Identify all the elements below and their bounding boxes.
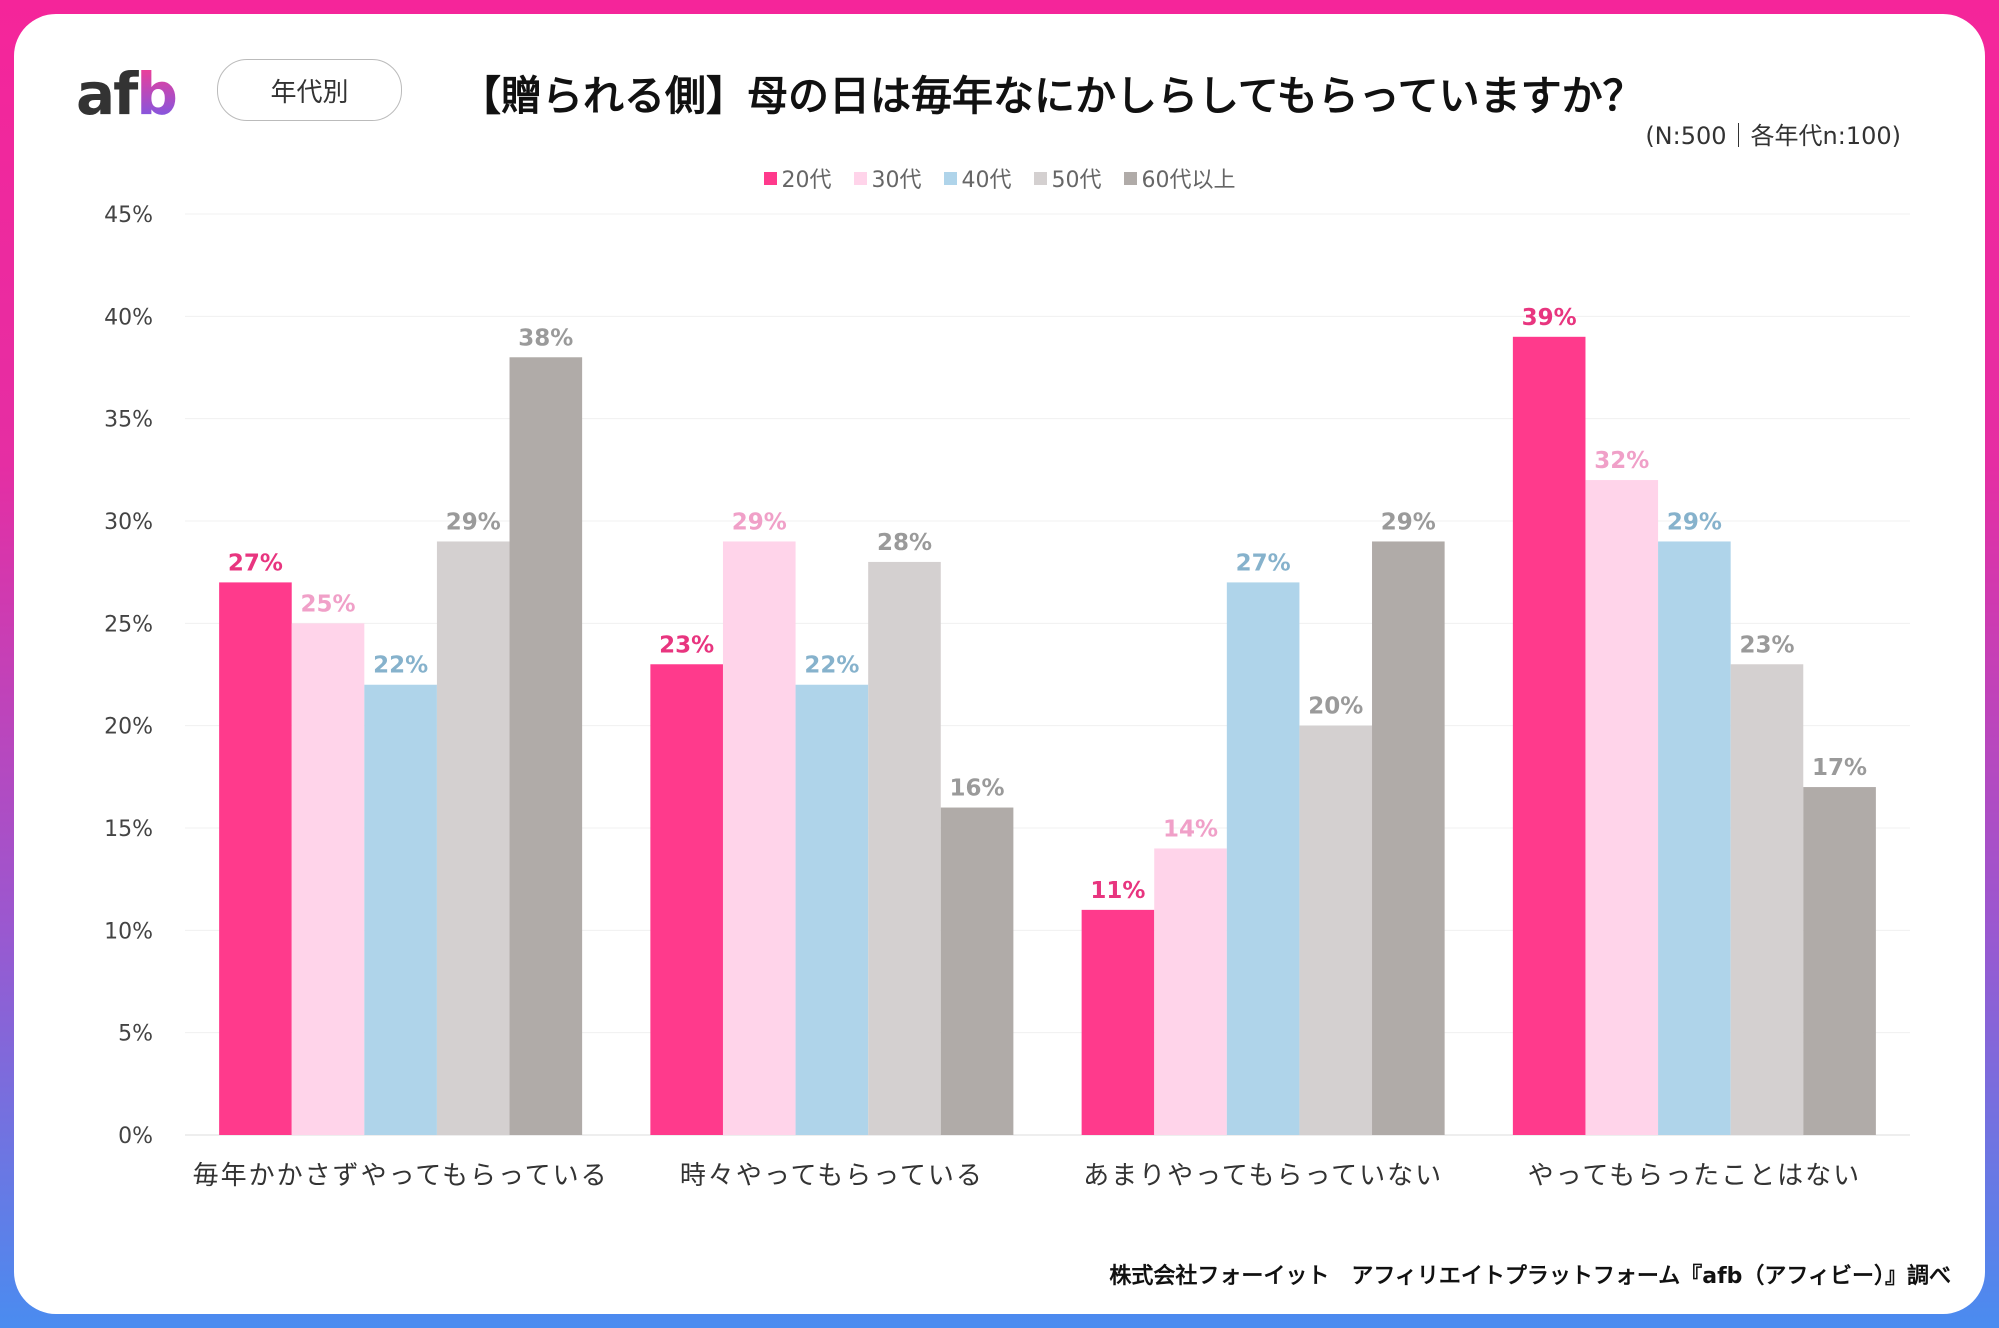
bar [509,357,583,1135]
legend: 20代 30代 40代 50代 60代以上 [0,162,1999,194]
bar [1658,541,1731,1135]
bar [722,541,796,1135]
legend-label: 50代 [1051,168,1102,193]
bar [1512,336,1586,1135]
legend-swatch [853,171,867,185]
y-tick-label: 20% [104,715,153,740]
y-tick-label: 0% [118,1124,153,1149]
y-tick-label: 5% [118,1022,153,1047]
data-label: 29% [1381,509,1436,535]
y-tick-label: 40% [104,305,153,330]
data-label: 39% [1522,305,1577,331]
afb-logo: afb [76,60,178,128]
y-tick-label: 45% [104,203,153,228]
data-label: 29% [732,509,787,535]
data-label: 29% [446,509,501,535]
data-label: 25% [300,591,355,617]
sample-note: (N:500｜各年代n:100) [1645,122,1901,150]
legend-item: 30代 [853,162,922,194]
data-label: 28% [877,530,932,556]
data-label: 14% [1163,816,1218,842]
y-tick-label: 30% [104,510,153,535]
bar [650,664,723,1135]
chart-title: 【贈られる側】母の日は毎年なにかしらしてもらっていますか？ [460,72,1644,120]
y-tick-label: 35% [104,408,153,433]
bar [291,623,365,1135]
bar [219,582,292,1135]
y-tick-label: 10% [104,919,153,944]
bar [1803,787,1876,1135]
bar [436,541,510,1135]
data-label: 23% [659,632,714,658]
legend-label: 30代 [871,168,922,193]
data-label: 38% [518,325,573,351]
data-label: 22% [804,653,859,679]
legend-label: 60代以上 [1141,168,1236,193]
bar [1372,541,1445,1135]
legend-label: 40代 [961,168,1012,193]
bar [868,561,941,1135]
data-label: 16% [950,776,1005,802]
legend-label: 20代 [781,168,832,193]
source-note: 株式会社フォーイット アフィリエイトプラットフォーム『afb（アフィビー）』調べ [1109,1264,1951,1289]
bar [795,684,869,1135]
bar [1226,582,1300,1135]
legend-item: 40代 [943,162,1012,194]
legend-swatch [763,171,777,185]
data-label: 23% [1739,632,1794,658]
bar [1299,725,1373,1135]
bar [1154,848,1227,1135]
legend-item: 60代以上 [1123,162,1236,194]
y-tick-label: 15% [104,817,153,842]
data-label: 11% [1090,878,1145,904]
bar [1585,480,1659,1136]
x-tick-label: やってもらったことはない [1528,1161,1861,1191]
data-label: 17% [1812,755,1867,781]
legend-item: 20代 [763,162,832,194]
legend-swatch [943,171,957,185]
y-tick-label: 25% [104,612,153,637]
data-label: 32% [1594,448,1649,474]
data-label: 27% [1236,550,1291,576]
bar [1081,909,1155,1135]
data-label: 22% [373,653,428,679]
data-label: 20% [1308,694,1363,720]
bar [940,807,1014,1135]
legend-item: 50代 [1033,162,1102,194]
filter-pill: 年代別 [217,59,402,121]
bar [364,684,437,1135]
x-tick-label: 時々やってもらっている [680,1161,984,1191]
legend-swatch [1123,171,1137,185]
data-label: 29% [1667,509,1722,535]
legend-swatch [1033,171,1047,185]
x-tick-label: 毎年かかさずやってもらっている [193,1161,609,1191]
x-tick-label: あまりやってもらっていない [1083,1161,1443,1191]
data-label: 27% [228,550,283,576]
bar [1730,664,1804,1135]
